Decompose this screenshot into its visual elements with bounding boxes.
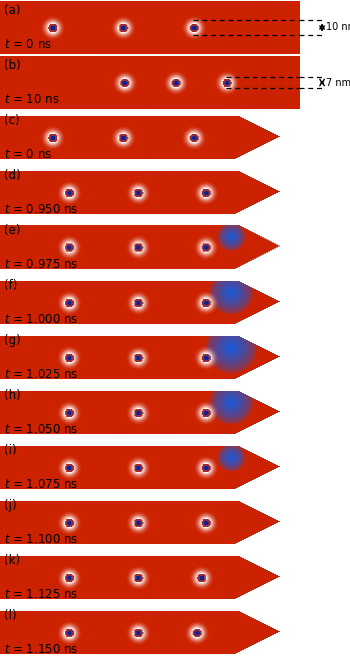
Text: (g): (g) [5, 334, 21, 347]
Text: $t$ = 0 ns: $t$ = 0 ns [5, 148, 52, 160]
Text: (i): (i) [5, 444, 17, 457]
Text: $t$ = 1.100 ns: $t$ = 1.100 ns [5, 533, 79, 546]
Text: (f): (f) [5, 279, 18, 292]
Text: (e): (e) [5, 224, 21, 237]
Text: $t$ = 1.000 ns: $t$ = 1.000 ns [5, 313, 79, 325]
Text: $t$ = 0.975 ns: $t$ = 0.975 ns [5, 257, 79, 271]
Text: $t$ = 1.150 ns: $t$ = 1.150 ns [5, 643, 79, 655]
Text: (d): (d) [5, 169, 21, 182]
Text: (j): (j) [5, 499, 17, 512]
Text: (h): (h) [5, 389, 21, 402]
Text: (l): (l) [5, 609, 17, 622]
Text: $t$ = 0 ns: $t$ = 0 ns [5, 38, 52, 51]
Text: $t$ = 10 ns: $t$ = 10 ns [5, 92, 60, 106]
Text: $t$ = 1.025 ns: $t$ = 1.025 ns [5, 368, 79, 381]
Text: (b): (b) [5, 59, 21, 72]
Text: 7 nm: 7 nm [326, 77, 350, 88]
Text: $t$ = 1.075 ns: $t$ = 1.075 ns [5, 478, 79, 490]
Text: $t$ = 1.050 ns: $t$ = 1.050 ns [5, 422, 79, 436]
Text: (k): (k) [5, 554, 21, 567]
Text: $t$ = 1.125 ns: $t$ = 1.125 ns [5, 587, 79, 601]
Text: $t$ = 0.950 ns: $t$ = 0.950 ns [5, 203, 79, 216]
Text: (c): (c) [5, 114, 20, 127]
Text: (a): (a) [5, 4, 21, 17]
Text: 10 nm: 10 nm [326, 22, 350, 32]
